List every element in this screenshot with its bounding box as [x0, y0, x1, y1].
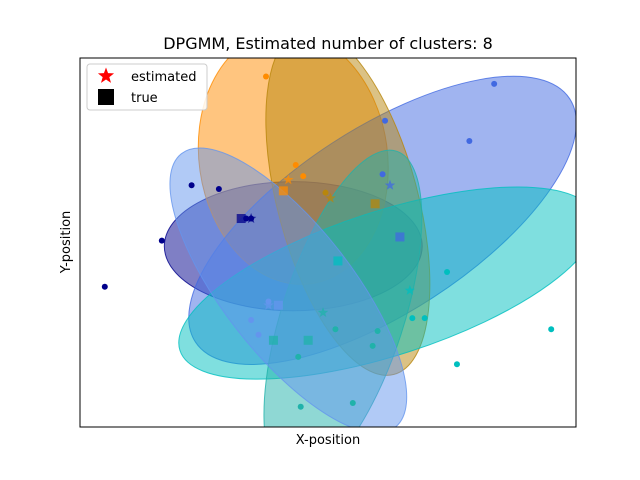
- data-point-c2-2: [292, 162, 299, 169]
- estimated-center-c6-1: [317, 307, 329, 318]
- data-point-c3-4: [491, 80, 498, 87]
- data-point-c3-2: [379, 171, 386, 178]
- legend: estimated true: [86, 63, 208, 111]
- y-axis-label: Y-position: [59, 211, 74, 275]
- data-point-c2-3: [300, 173, 307, 180]
- estimated-center-c4-1: [325, 192, 336, 203]
- data-point-c6-4: [369, 342, 376, 349]
- data-point-c1-4: [215, 185, 222, 192]
- data-point-c7-1: [255, 331, 262, 338]
- estimated-center-c7-1: [263, 299, 274, 310]
- x-axis-label: X-position: [296, 433, 360, 448]
- points-layer: [101, 73, 555, 410]
- true-center-c7-1: [273, 300, 283, 310]
- legend-square-icon: [98, 89, 114, 105]
- data-point-c6-2: [332, 326, 339, 333]
- true-center-c1-1: [236, 214, 246, 224]
- legend-box: [86, 63, 208, 111]
- data-point-c6-3: [349, 400, 356, 407]
- data-point-c3-3: [466, 138, 473, 145]
- cluster-ellipse-7: [169, 147, 408, 427]
- plot-area: [101, 58, 576, 427]
- true-center-c5-1: [333, 256, 343, 266]
- true-center-c6-1: [268, 335, 278, 345]
- data-point-c1-1: [101, 283, 108, 290]
- data-point-c5-3: [548, 326, 555, 333]
- estimated-center-c5-1: [404, 284, 416, 295]
- data-point-c5-4: [453, 361, 460, 368]
- data-point-c6-5: [297, 403, 304, 410]
- legend-star-icon: [97, 67, 115, 83]
- legend-label-true: true: [131, 91, 158, 106]
- data-point-c2-1: [263, 73, 269, 80]
- ellipses-layer: [163, 58, 576, 427]
- data-point-c5-5: [409, 315, 416, 322]
- true-center-c2-1: [278, 186, 288, 196]
- data-point-c5-2: [421, 315, 428, 322]
- estimated-center-c2-1: [283, 174, 294, 185]
- estimated-center-c3-1: [384, 179, 396, 190]
- true-center-c6-2: [303, 335, 313, 345]
- data-point-c7-2: [248, 316, 255, 323]
- data-point-c1-3: [188, 182, 195, 189]
- data-point-c3-1: [382, 117, 389, 124]
- data-point-c1-2: [158, 237, 165, 244]
- legend-label-estimated: estimated: [131, 70, 196, 85]
- plot-frame: [79, 57, 577, 428]
- chart-title: DPGMM, Estimated number of clusters: 8: [163, 34, 493, 53]
- data-point-c5-1: [444, 269, 451, 276]
- data-point-c4-1: [322, 189, 329, 196]
- estimated-center-c1-1: [245, 213, 257, 223]
- true-center-c3-1: [395, 232, 405, 242]
- data-point-c6-6: [374, 328, 381, 335]
- data-point-c6-1: [295, 353, 302, 360]
- true-center-c4-1: [370, 199, 380, 209]
